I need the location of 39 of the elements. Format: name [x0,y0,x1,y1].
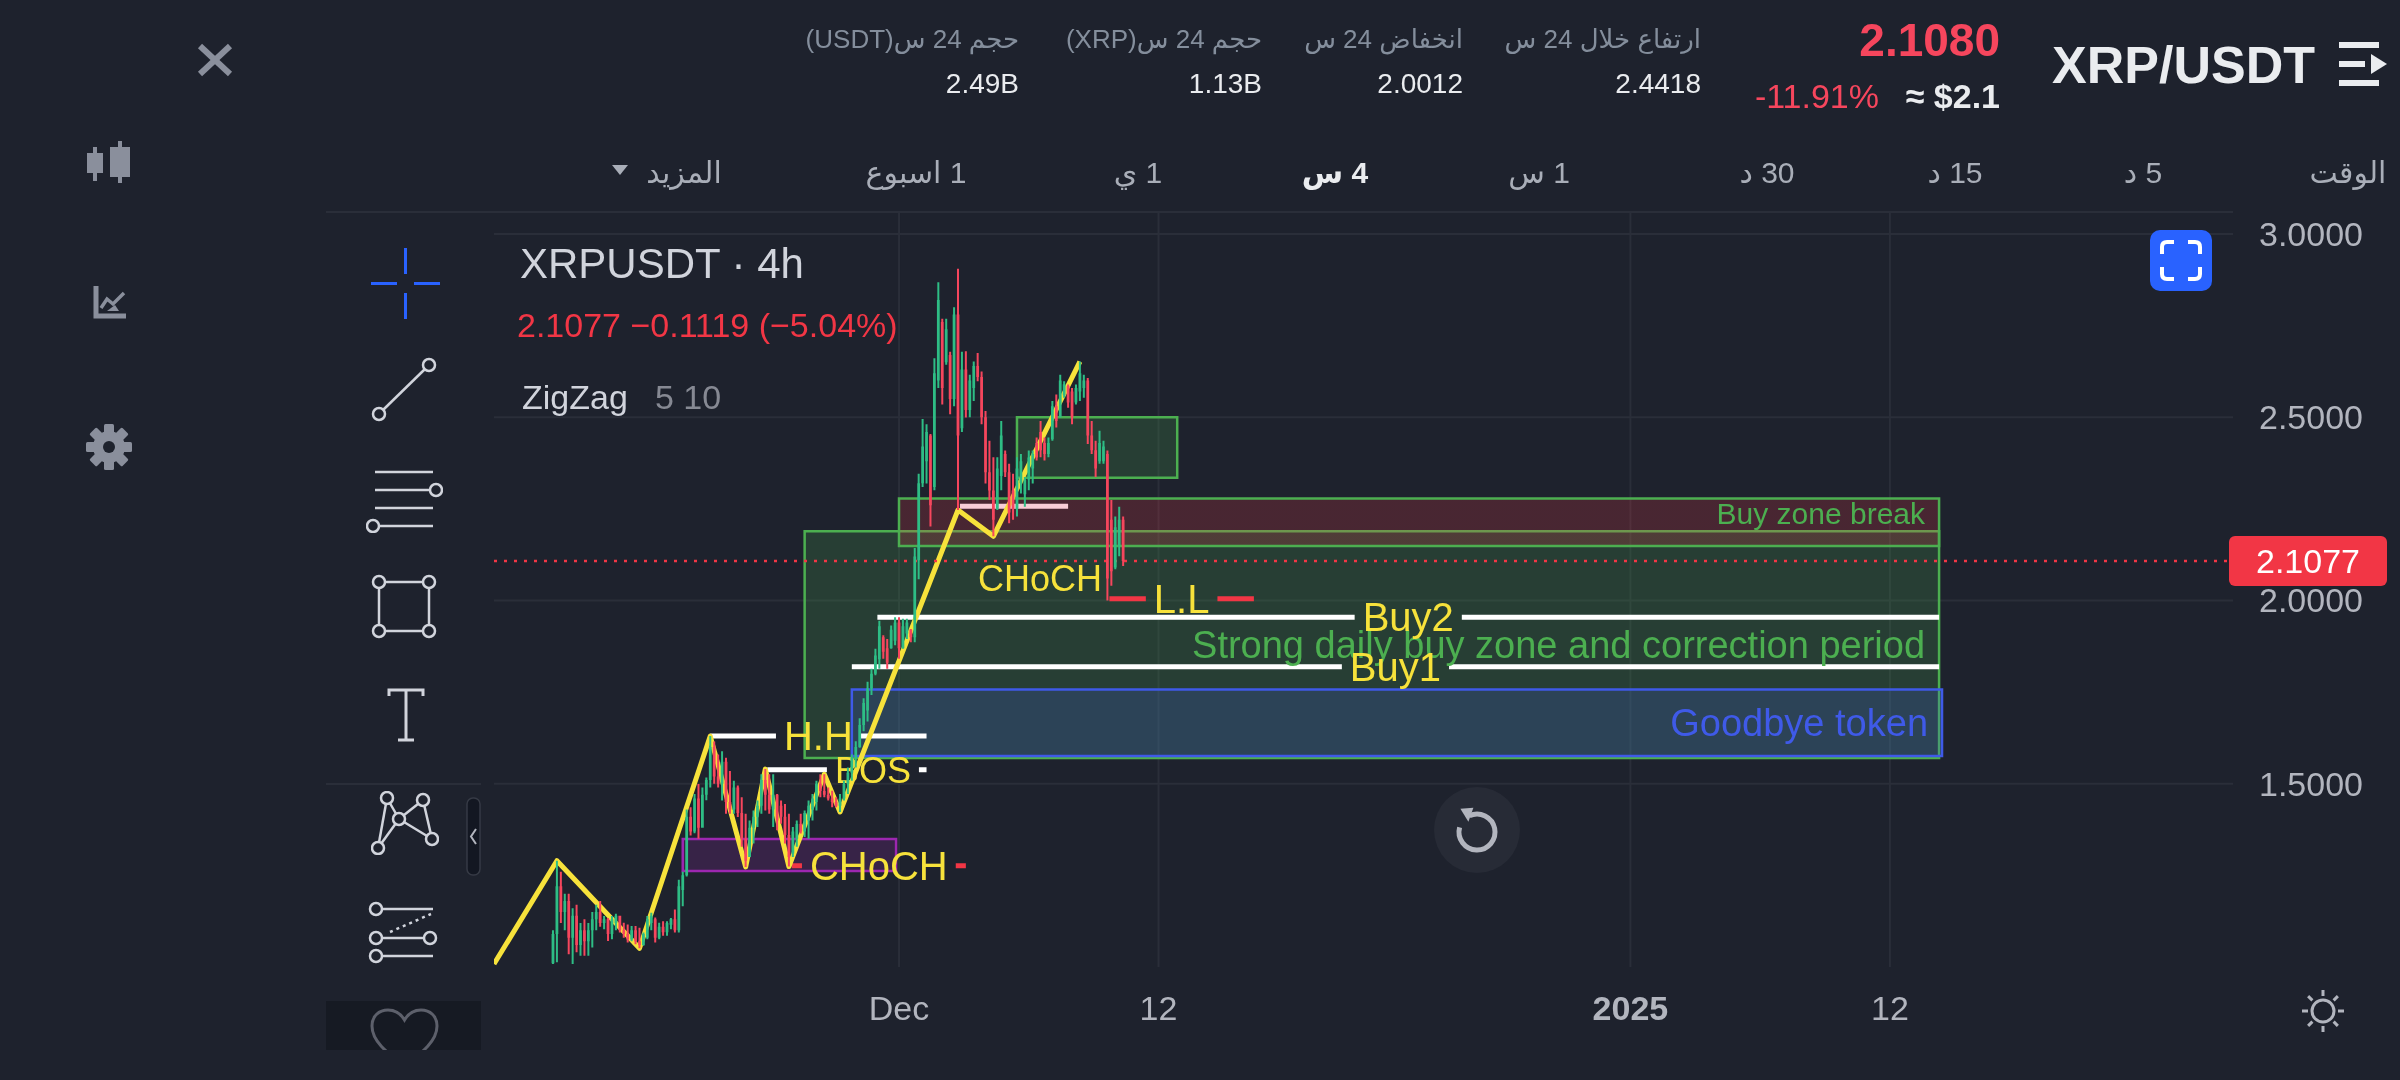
series-label: L.L [1153,576,1210,621]
text: 1 س [1508,155,1570,191]
text: المزيد [646,155,722,191]
y-tick-label: 2.5000 [2259,398,2363,437]
annotation: 5 10 [655,378,722,418]
text: 1 اسبوع [865,155,967,191]
annotation: ZigZag [522,378,628,418]
text: 2.1077 −0.1119 (−5.04%) [517,306,898,344]
text: انخفاض 24 س [1304,24,1463,55]
text: ≈ $2.1 [1905,77,2000,117]
text: 2.4418 [1615,67,1701,101]
text: XRP/USDT [2052,36,2315,96]
x-tick-label: 12 [1871,989,1909,1027]
ref-line-label: 2.1077 [2256,542,2360,581]
text: 1.13B [1188,67,1262,101]
x-tick-label: 12 [1139,989,1178,1027]
text: 1 ي [1113,155,1163,191]
x-tick-label: 2025 [1592,989,1669,1027]
y-tick-label: 2.0000 [2259,581,2363,620]
y-tick-label: 3.0000 [2259,214,2363,253]
text: 15 د [1927,155,1983,191]
text: 4 س [1301,155,1369,191]
legend-label: Goodbye token [1670,701,1929,744]
y-tick-label: 1.5000 [2259,764,2363,803]
text: 2.49B [945,67,1019,101]
text: 30 د [1739,155,1795,191]
text: -11.91% [1754,77,1879,117]
text: 2.1080 [1859,13,2000,67]
text: حجم 24 س(XRP) [1065,24,1262,55]
text: الوقت [2309,155,2387,191]
text: حجم 24 س(USDT) [805,24,1019,55]
series-label: CHoCH [809,843,948,888]
text: 5 د [2123,155,2163,191]
legend-label: Buy zone break [1716,496,1927,530]
text: XRPUSDT · 4h [520,239,804,287]
text: 2.0012 [1377,67,1463,101]
text: ارتفاع خلال 24 س [1504,24,1701,55]
annotation: CHoCH [977,557,1103,599]
x-tick-label: Dec [868,989,930,1027]
